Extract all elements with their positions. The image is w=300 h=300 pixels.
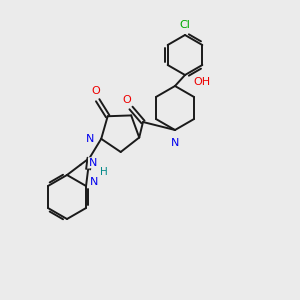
Text: N: N [86,134,94,144]
Text: N: N [88,158,97,168]
Text: H: H [100,167,107,177]
Text: N: N [171,138,179,148]
Text: OH: OH [193,77,210,87]
Text: Cl: Cl [180,20,190,30]
Text: N: N [90,177,98,187]
Text: O: O [91,86,100,96]
Text: O: O [123,95,131,105]
